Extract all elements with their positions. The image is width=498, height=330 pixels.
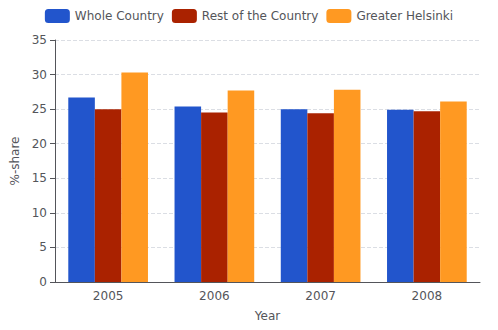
svg-text:25: 25 [32,102,47,116]
svg-text:2006: 2006 [199,289,230,303]
svg-text:30: 30 [32,68,47,82]
svg-text:2008: 2008 [412,289,443,303]
svg-text:0: 0 [39,275,47,289]
svg-text:Greater Helsinki: Greater Helsinki [356,9,453,23]
svg-text:5: 5 [39,240,47,254]
svg-text:15: 15 [32,171,47,185]
svg-text:%-share: %-share [8,137,22,186]
svg-text:10: 10 [32,206,47,220]
svg-text:Year: Year [254,309,280,323]
svg-text:35: 35 [32,33,47,47]
svg-text:20: 20 [32,137,47,151]
svg-text:Whole Country: Whole Country [75,9,164,23]
svg-text:2007: 2007 [305,289,336,303]
svg-text:2005: 2005 [93,289,124,303]
svg-text:Rest of the Country: Rest of the Country [202,9,319,23]
